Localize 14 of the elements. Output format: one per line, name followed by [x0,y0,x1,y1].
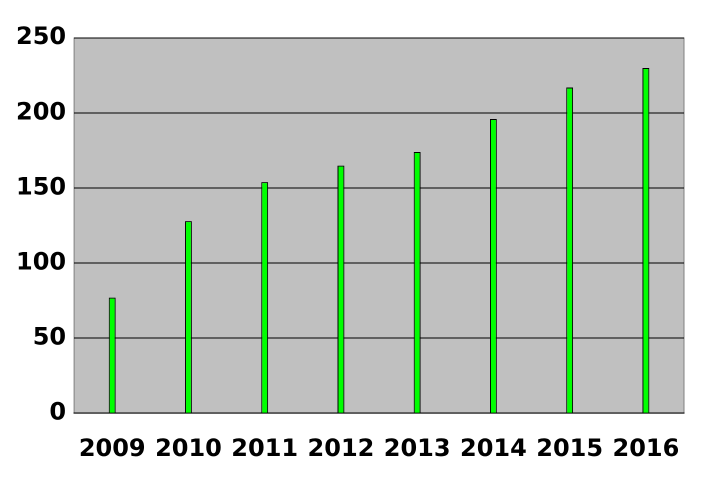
y-tick-label: 250 [16,22,66,50]
y-tick-label: 50 [32,322,66,350]
x-tick-label: 2013 [384,434,451,462]
y-tick-label: 0 [49,397,66,426]
y-tick-label: 150 [16,172,66,200]
x-tick-label: 2015 [536,434,604,462]
x-tick-label: 2016 [612,434,680,462]
x-tick-label: 2009 [78,434,146,462]
x-tick-label: 2012 [308,434,374,462]
x-tick-label: 2010 [155,434,222,462]
x-tick-label: 2014 [460,434,527,462]
y-tick-label: 100 [16,247,66,276]
x-tick-label: 2011 [231,434,298,462]
y-tick-label: 200 [16,97,66,126]
